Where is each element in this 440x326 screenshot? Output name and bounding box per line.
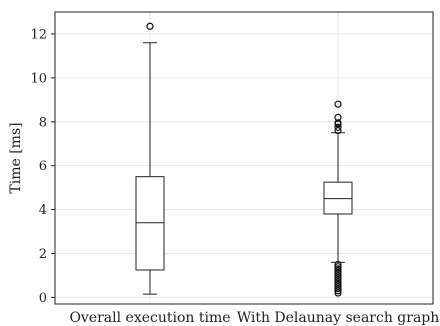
outlier-point (334, 113, 342, 121)
y-axis-label: Time [ms] (8, 122, 24, 193)
outlier-point (334, 285, 342, 293)
y-tick-label: 4 (39, 203, 47, 218)
x-axis-category-labels: Overall execution time With Delaunay sear… (69, 310, 439, 326)
boxes (135, 22, 353, 297)
y-tick-label: 6 (39, 159, 47, 174)
y-axis-ticks: 0 2 4 6 8 10 12 (30, 27, 55, 306)
box-1 (135, 22, 165, 295)
grid-lines (55, 12, 433, 304)
y-tick-label: 12 (30, 27, 47, 42)
y-tick-label: 0 (39, 291, 47, 306)
outlier-point (334, 287, 342, 295)
box-2 (323, 100, 353, 297)
iqr-box (323, 181, 353, 215)
plot-area-frame (54, 11, 434, 305)
outlier-point (334, 123, 342, 131)
x-category-label: Overall execution time (69, 310, 230, 326)
iqr-box (135, 176, 165, 271)
x-category-label: With Delaunay search graph (237, 310, 440, 326)
y-tick-label: 8 (39, 115, 47, 130)
outlier-point (334, 100, 342, 108)
outlier-point (334, 289, 342, 297)
y-tick-label: 10 (30, 71, 47, 86)
y-tick-label: 2 (39, 247, 47, 262)
outlier-point (146, 22, 154, 30)
